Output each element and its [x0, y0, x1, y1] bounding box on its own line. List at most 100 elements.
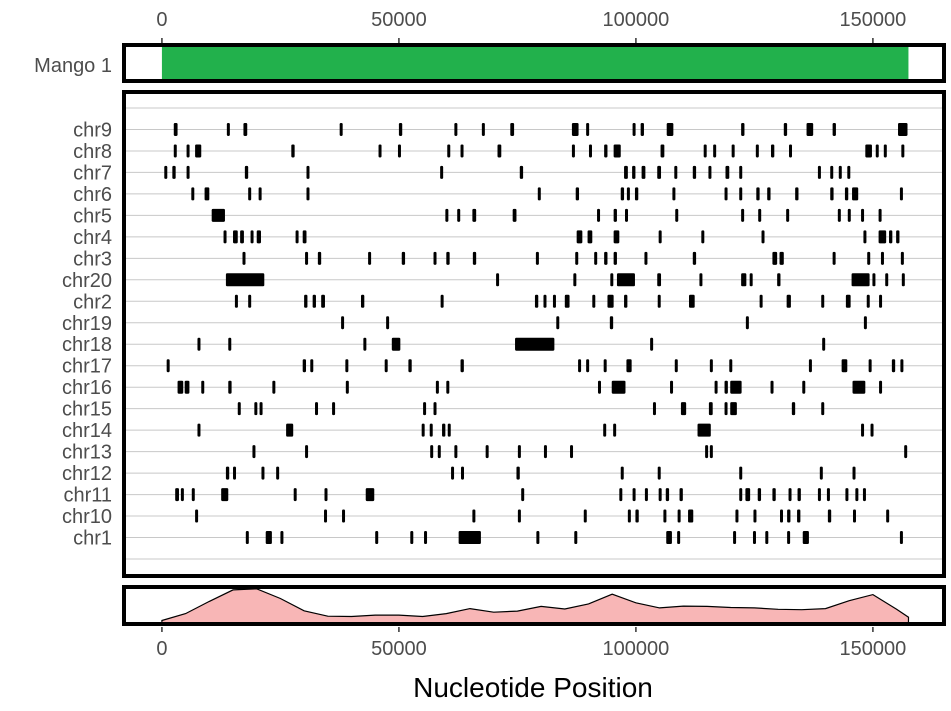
alignment-hit: [862, 488, 866, 502]
alignment-hit: [481, 122, 485, 136]
alignment-hit: [460, 144, 464, 158]
alignment-hit: [295, 230, 299, 244]
alignment-hit: [173, 122, 178, 136]
bottom-tick-label: 50000: [371, 638, 427, 660]
alignment-hit: [868, 359, 872, 373]
alignment-hit: [603, 423, 607, 437]
alignment-hit: [830, 165, 834, 179]
reference-panel-border: [122, 43, 946, 83]
row-label-chr11: chr11: [63, 485, 112, 507]
alignment-hit: [609, 316, 614, 330]
row-label-chr20: chr20: [62, 270, 112, 292]
alignment-hit: [237, 402, 241, 416]
alignment-hit: [613, 208, 617, 222]
alignment-hit: [521, 488, 525, 502]
alignment-hit: [177, 380, 184, 394]
alignment-hit: [186, 165, 190, 179]
alignment-hit: [900, 251, 904, 265]
alignment-hit: [429, 423, 433, 437]
alignment-hit: [852, 380, 866, 394]
alignment-hit: [594, 251, 598, 265]
alignment-hit: [674, 359, 678, 373]
alignment-hit: [485, 445, 489, 459]
alignment-hit: [899, 531, 903, 545]
bottom-tick-label: 0: [156, 638, 167, 660]
alignment-hit: [201, 380, 205, 394]
alignment-hit: [570, 445, 574, 459]
row-label-chr3: chr3: [73, 248, 112, 270]
alignment-hit: [597, 380, 601, 394]
alignment-hit: [315, 402, 319, 416]
alignment-hit: [634, 187, 639, 201]
alignment-hit: [640, 122, 644, 136]
alignment-hit: [730, 380, 742, 394]
alignment-hit: [797, 509, 801, 523]
alignment-hit: [592, 294, 596, 308]
alignment-hit: [880, 251, 884, 265]
alignment-hit: [709, 445, 713, 459]
alignment-hit: [680, 402, 687, 416]
alignment-hit: [692, 165, 697, 179]
alignment-hit: [225, 466, 230, 480]
alignment-hit: [863, 230, 867, 244]
row-label-chr4: chr4: [73, 227, 112, 249]
alignment-hit: [626, 187, 630, 201]
alignment-hit: [780, 509, 783, 523]
alignment-hit: [583, 509, 587, 523]
alignment-hit: [795, 187, 799, 201]
alignment-hit: [767, 187, 771, 201]
alignment-hit: [752, 531, 756, 545]
alignment-hit: [688, 294, 695, 308]
alignment-hit: [724, 402, 728, 416]
alignment-hit: [865, 144, 872, 158]
alignment-hit: [879, 294, 883, 308]
alignment-hit: [575, 251, 579, 265]
alignment-hit: [552, 294, 556, 308]
alignment-hit: [259, 402, 263, 416]
alignment-hit: [603, 359, 607, 373]
alignment-hit: [644, 488, 648, 502]
alignment-hit: [534, 294, 539, 308]
alignment-hit: [186, 144, 190, 158]
alignment-hit: [440, 165, 444, 179]
alignment-hit: [317, 251, 322, 265]
density-panel: [122, 585, 946, 626]
alignment-hit: [180, 488, 184, 502]
alignment-hit: [787, 531, 791, 545]
alignment-hit: [424, 531, 428, 545]
alignment-hit: [665, 488, 670, 502]
alignment-hit: [677, 531, 681, 545]
alignment-hit: [867, 251, 871, 265]
alignment-hit: [739, 488, 743, 502]
alignment-hit: [657, 165, 662, 179]
alignment-hit: [777, 273, 781, 287]
top-tick-label: 50000: [371, 9, 427, 31]
alignment-hit: [783, 122, 788, 136]
alignment-hit: [221, 488, 229, 502]
alignment-hit: [901, 273, 905, 287]
alignment-hit: [708, 402, 713, 416]
alignment-hit: [625, 208, 629, 222]
alignment-hit: [576, 230, 583, 244]
alignment-hit: [435, 380, 439, 394]
alignment-hit: [164, 165, 168, 179]
alignment-hit: [725, 165, 730, 179]
alignment-hit: [166, 359, 170, 373]
alignment-hit: [291, 144, 295, 158]
reference-panel: Mango 1: [34, 43, 946, 83]
alignment-hit: [517, 445, 521, 459]
alignment-hit: [258, 187, 262, 201]
alignment-hit: [635, 509, 639, 523]
row-label-chr19: chr19: [62, 313, 112, 335]
alignment-hit: [705, 445, 709, 459]
alignment-hit: [228, 337, 232, 351]
alignment-hit: [772, 488, 776, 502]
alignment-hit: [613, 423, 617, 437]
alignment-hit: [699, 273, 703, 287]
alignment-hit: [172, 165, 176, 179]
alignment-hit: [739, 466, 743, 480]
row-label-chr2: chr2: [73, 291, 112, 313]
alignment-hit: [896, 230, 900, 244]
alignment-hit: [675, 208, 679, 222]
alignment-hit: [197, 423, 201, 437]
